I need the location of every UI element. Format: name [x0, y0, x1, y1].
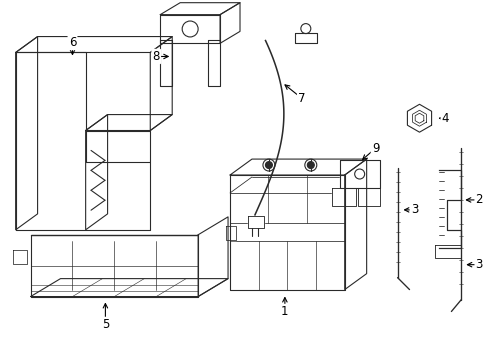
Polygon shape	[150, 37, 172, 131]
Text: 9: 9	[371, 141, 379, 155]
Circle shape	[306, 162, 314, 168]
Polygon shape	[229, 159, 366, 175]
Polygon shape	[85, 114, 172, 131]
Polygon shape	[160, 40, 172, 86]
Polygon shape	[160, 15, 220, 43]
Polygon shape	[294, 32, 316, 42]
Polygon shape	[331, 188, 355, 206]
Polygon shape	[407, 104, 431, 132]
Text: 8: 8	[152, 50, 160, 63]
Text: 3: 3	[475, 258, 482, 271]
Polygon shape	[31, 279, 227, 297]
Polygon shape	[13, 250, 26, 264]
Polygon shape	[339, 160, 379, 188]
Text: 2: 2	[475, 193, 482, 206]
Polygon shape	[208, 40, 220, 86]
Text: 1: 1	[281, 305, 288, 318]
Text: 4: 4	[441, 112, 448, 125]
Circle shape	[265, 162, 272, 168]
Polygon shape	[16, 53, 150, 230]
Polygon shape	[220, 3, 240, 43]
Polygon shape	[344, 159, 366, 289]
Text: 3: 3	[410, 203, 417, 216]
Polygon shape	[160, 3, 240, 15]
Polygon shape	[225, 226, 236, 240]
Polygon shape	[31, 235, 198, 297]
Text: 6: 6	[69, 36, 76, 49]
Polygon shape	[247, 216, 264, 228]
Text: 7: 7	[298, 92, 305, 105]
Text: 5: 5	[102, 318, 109, 331]
Polygon shape	[198, 217, 227, 297]
Polygon shape	[435, 245, 461, 258]
Polygon shape	[16, 37, 172, 53]
Polygon shape	[16, 37, 38, 230]
Polygon shape	[229, 175, 344, 289]
Polygon shape	[357, 188, 379, 206]
Polygon shape	[85, 114, 107, 230]
